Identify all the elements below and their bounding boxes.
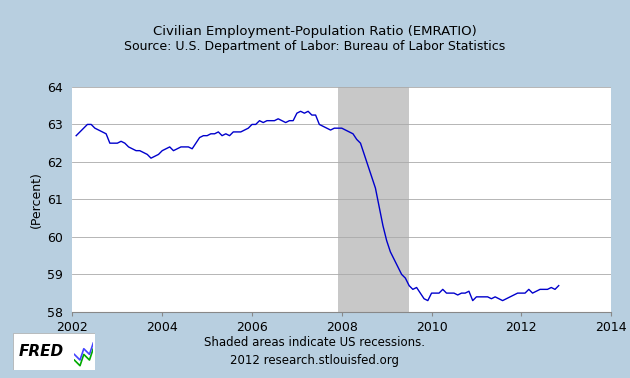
Bar: [338, 87, 409, 312]
Text: Shaded areas indicate US recessions.: Shaded areas indicate US recessions.: [205, 336, 425, 349]
Text: FRED: FRED: [19, 344, 64, 359]
FancyBboxPatch shape: [13, 333, 94, 370]
Text: Source: U.S. Department of Labor: Bureau of Labor Statistics: Source: U.S. Department of Labor: Bureau…: [124, 40, 506, 53]
Text: 2012 research.stlouisfed.org: 2012 research.stlouisfed.org: [231, 355, 399, 367]
Y-axis label: (Percent): (Percent): [30, 171, 43, 228]
Text: Civilian Employment-Population Ratio (EMRATIO): Civilian Employment-Population Ratio (EM…: [153, 25, 477, 37]
